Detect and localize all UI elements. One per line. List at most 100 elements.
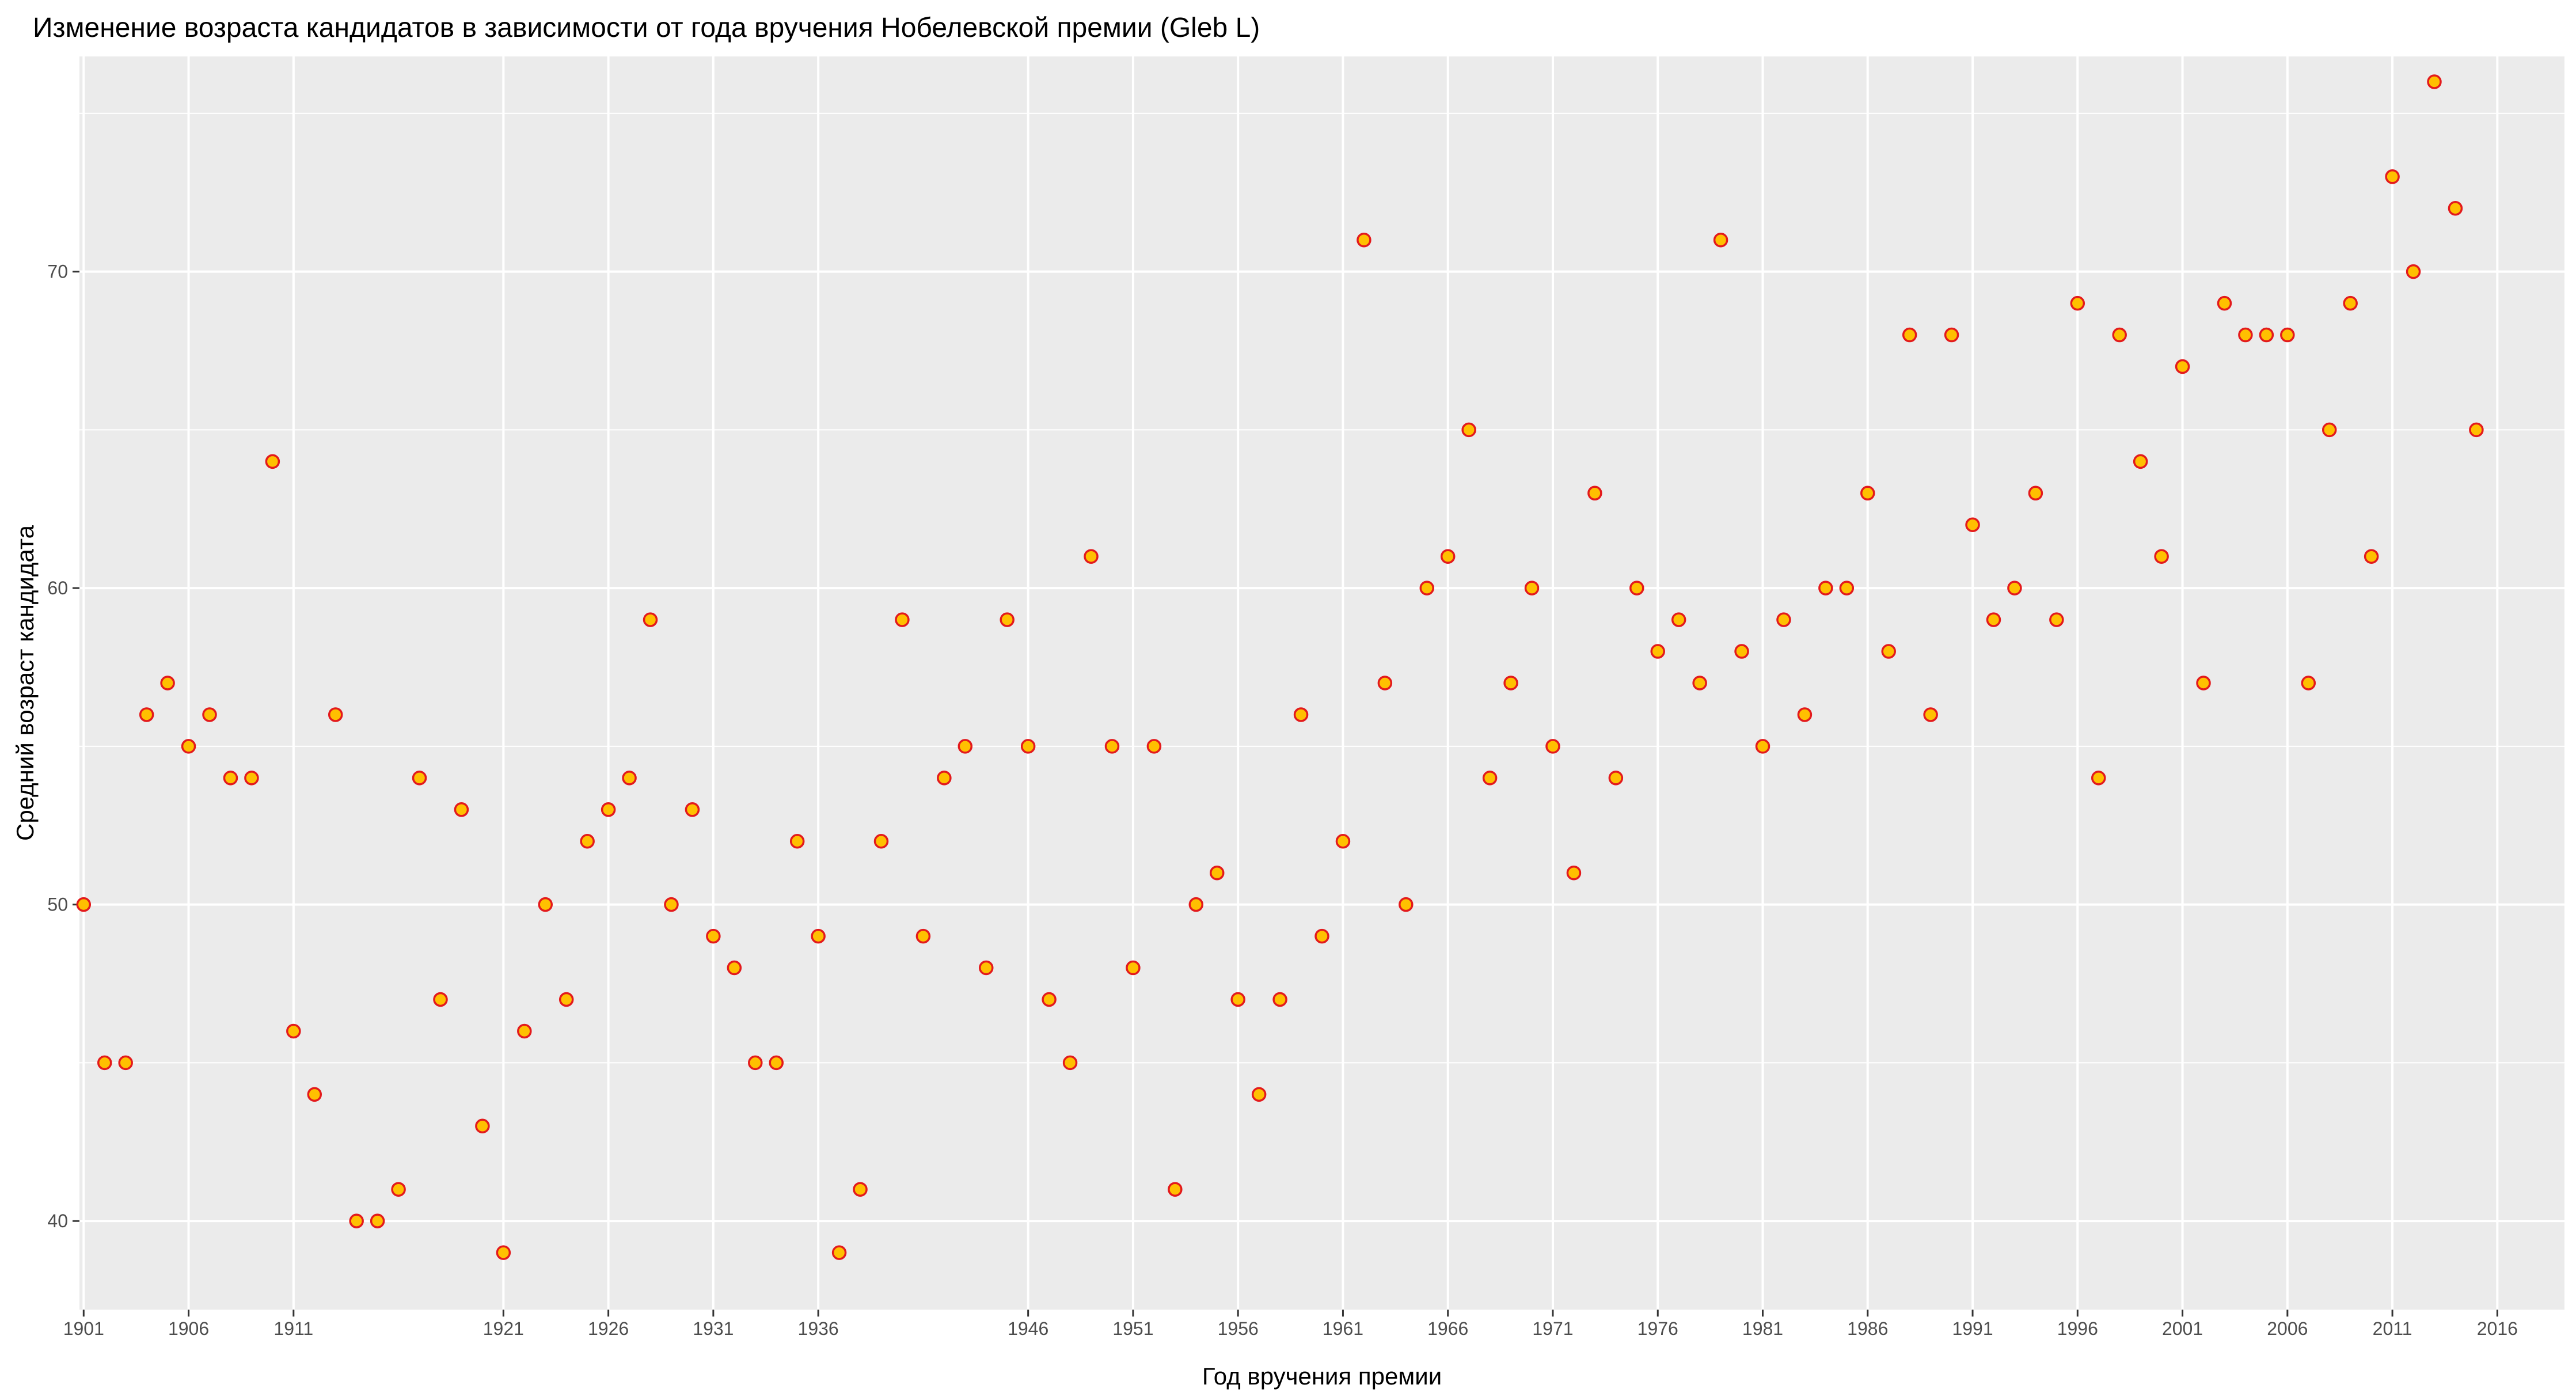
data-point [1062, 1055, 1078, 1071]
data-point [2091, 771, 2106, 786]
data-point [622, 771, 637, 786]
x-tick-label: 2016 [2477, 1318, 2518, 1339]
data-points [76, 74, 2484, 1260]
data-point [895, 612, 910, 627]
data-point [2322, 422, 2337, 438]
data-point [2343, 295, 2358, 311]
data-point [475, 1118, 490, 1134]
data-point [1440, 549, 1456, 564]
data-point [97, 1055, 112, 1071]
chart-title: Изменение возраста кандидатов в зависимо… [33, 13, 1260, 43]
data-point [2175, 359, 2190, 374]
data-point [1357, 232, 1371, 248]
data-point [1797, 707, 1813, 722]
data-point [1545, 739, 1560, 754]
data-point [2154, 549, 2169, 564]
data-point [328, 707, 343, 722]
data-point [811, 928, 826, 944]
x-tick-label: 1961 [1323, 1318, 1363, 1339]
data-point [1209, 865, 1225, 881]
x-tick-label: 1906 [168, 1318, 209, 1339]
data-point [1188, 897, 1204, 912]
data-point [1902, 327, 1917, 343]
data-point [160, 676, 175, 691]
data-point [1168, 1182, 1183, 1197]
data-point [1524, 581, 1540, 595]
data-point [1000, 612, 1015, 627]
data-point [1230, 992, 1245, 1007]
data-point [1566, 865, 1582, 881]
data-point [1671, 612, 1686, 627]
data-point [853, 1182, 868, 1197]
data-point [1944, 327, 1959, 343]
x-tick-label: 1946 [1008, 1318, 1048, 1339]
data-point [1713, 232, 1728, 248]
data-point [1042, 992, 1057, 1007]
data-point [2217, 295, 2232, 311]
x-tick-label: 1926 [588, 1318, 629, 1339]
data-point [139, 707, 154, 722]
data-point [2133, 454, 2148, 469]
minor-gridlines [79, 112, 2564, 1064]
data-point [244, 771, 259, 786]
data-point [1881, 644, 1896, 659]
data-point [181, 739, 196, 754]
data-point [1146, 739, 1162, 754]
major-gridlines [79, 56, 2564, 1310]
data-point [1419, 581, 1435, 595]
y-axis-title: Средний возраст кандидата [12, 525, 39, 841]
x-axis-title: Год вручения премии [1202, 1363, 1442, 1390]
data-point [664, 897, 679, 912]
x-tick-label: 1931 [693, 1318, 734, 1339]
data-point [1692, 676, 1707, 691]
data-point [349, 1213, 364, 1228]
data-point [370, 1213, 385, 1228]
y-tick-label: 50 [47, 894, 68, 915]
data-point [748, 1055, 763, 1071]
data-point [979, 960, 994, 976]
data-point [2112, 327, 2127, 343]
data-point [1293, 707, 1309, 722]
y-tick-label: 40 [47, 1211, 68, 1231]
data-point [1839, 581, 1855, 595]
data-point [1377, 676, 1393, 691]
data-point [643, 612, 658, 627]
plot-panel [79, 56, 2564, 1310]
data-point [118, 1055, 133, 1071]
data-point [1734, 644, 1749, 659]
y-tick-label: 70 [47, 261, 68, 282]
data-point [1503, 676, 1518, 691]
x-tick-label: 1951 [1112, 1318, 1153, 1339]
data-point [685, 802, 700, 817]
data-point [412, 771, 427, 786]
data-point [307, 1087, 322, 1102]
x-tick-label: 1991 [1952, 1318, 1993, 1339]
data-point [1755, 739, 1770, 754]
x-tick-label: 1976 [1637, 1318, 1678, 1339]
x-tick-label: 1981 [1742, 1318, 1783, 1339]
axis-ticks [73, 271, 2498, 1317]
data-point [1629, 581, 1644, 595]
x-tick-label: 1921 [483, 1318, 524, 1339]
data-point [202, 707, 217, 722]
data-point [2238, 327, 2253, 343]
data-point [1860, 485, 1875, 501]
x-tick-label: 2006 [2267, 1318, 2308, 1339]
data-point [1461, 422, 1476, 438]
data-point [2469, 422, 2484, 438]
data-point [1104, 739, 1120, 754]
data-point [873, 833, 889, 849]
data-point [2364, 549, 2379, 564]
x-tick-label: 1956 [1218, 1318, 1259, 1339]
data-point [558, 992, 574, 1007]
data-point [1399, 897, 1414, 912]
data-point [958, 739, 973, 754]
y-tick-label: 60 [47, 578, 68, 598]
data-point [831, 1245, 847, 1260]
data-point [1923, 707, 1938, 722]
data-point [223, 771, 238, 786]
data-point [1251, 1087, 1267, 1102]
data-point [789, 833, 805, 849]
data-point [391, 1182, 406, 1197]
x-tick-label: 2001 [2162, 1318, 2203, 1339]
